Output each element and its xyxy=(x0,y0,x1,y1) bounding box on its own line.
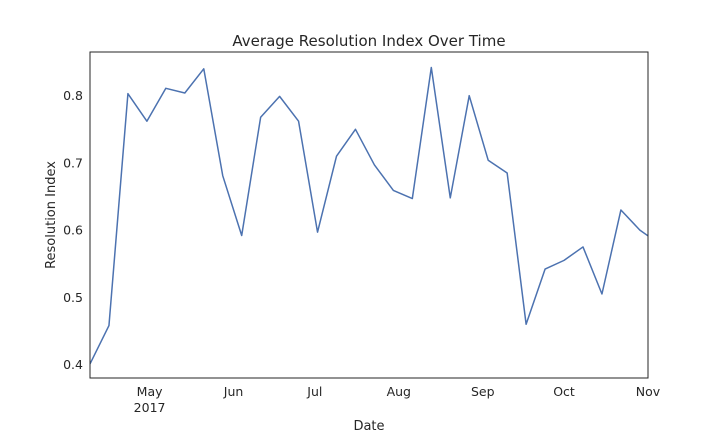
x-tick-label: Jul xyxy=(306,384,322,399)
series-line-0 xyxy=(90,66,648,365)
x-axis-label: Date xyxy=(353,419,384,432)
x-tick-label: Aug xyxy=(387,384,411,399)
x-tick-label: Sep xyxy=(471,384,495,399)
y-tick-label: 0.7 xyxy=(63,155,83,170)
plot-area xyxy=(90,66,648,365)
x-tick-label: May xyxy=(137,384,163,399)
y-tick-label: 0.6 xyxy=(63,223,83,238)
x-tick-label: Oct xyxy=(553,384,575,399)
x-tick-label: Nov xyxy=(636,384,661,399)
y-tick-label: 0.8 xyxy=(63,88,83,103)
x-tick-label: Jun xyxy=(223,384,244,399)
y-tick-label: 0.4 xyxy=(63,357,83,372)
plot-frame xyxy=(89,51,649,379)
x-tick-sublabel: 2017 xyxy=(134,400,166,415)
y-axis-label: Resolution Index xyxy=(44,161,59,269)
y-axis: 0.4 0.5 0.6 0.7 0.8 xyxy=(63,88,83,372)
chart-title: Average Resolution Index Over Time xyxy=(232,32,505,50)
y-tick-label: 0.5 xyxy=(63,290,83,305)
